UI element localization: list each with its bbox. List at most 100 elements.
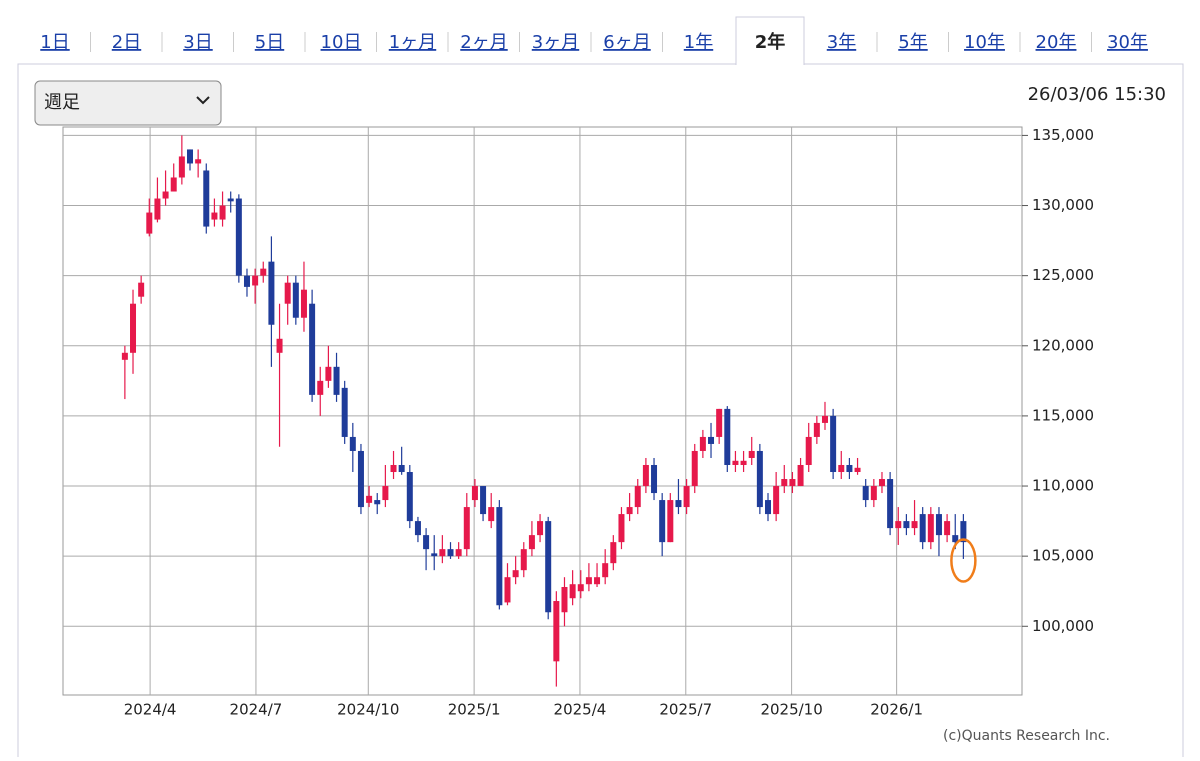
tab[interactable]: 1日 [40, 32, 69, 53]
candle-body [944, 521, 951, 536]
y-tick-label: 100,000 [1032, 617, 1094, 635]
candle-body [699, 436, 706, 451]
candle-body [390, 464, 397, 473]
tab[interactable]: 5日 [255, 32, 284, 53]
candle-body [227, 198, 234, 202]
x-tick-label: 2025/1 [448, 701, 501, 719]
candle-body [838, 464, 845, 473]
candle-body [520, 549, 527, 571]
candle-body [186, 149, 193, 164]
candle-body [626, 507, 633, 515]
candle-body [357, 450, 364, 508]
candle-body [610, 542, 617, 564]
candle-body [683, 486, 690, 508]
candle-body [317, 380, 324, 395]
candle-body [414, 521, 421, 536]
candle-body [309, 303, 316, 395]
tab[interactable]: 1ヶ月 [389, 32, 436, 53]
candle-body [732, 460, 739, 465]
candle-body [463, 507, 470, 550]
candle-body [512, 570, 519, 578]
y-tick-label: 105,000 [1032, 547, 1094, 565]
candle-body [252, 275, 259, 286]
candle-body [821, 415, 828, 423]
candle-body [195, 159, 202, 164]
candle-body [569, 584, 576, 599]
candle-body [219, 205, 226, 220]
x-tick-label: 2024/7 [230, 701, 283, 719]
candle-body [146, 212, 153, 234]
candle-body [789, 479, 796, 487]
tab[interactable]: 2年 [755, 31, 786, 53]
candle-body [960, 521, 967, 543]
tab[interactable]: 3日 [183, 32, 212, 53]
y-tick-label: 125,000 [1032, 266, 1094, 284]
candle-body [675, 500, 682, 508]
candle-body [471, 486, 478, 501]
candle-body [561, 587, 568, 613]
candle-body [813, 422, 820, 437]
period-select[interactable] [34, 80, 222, 126]
candle-body [805, 436, 812, 465]
candle-body [382, 486, 389, 501]
candle-body [260, 268, 267, 276]
tab[interactable]: 5年 [898, 32, 927, 53]
candle-body [480, 486, 487, 515]
candle-body [854, 467, 861, 473]
candle-body [903, 521, 910, 529]
candle-body [325, 366, 332, 381]
candle-body [602, 563, 609, 578]
candle-body [659, 500, 666, 543]
timestamp: 26/03/06 15:30 [1028, 84, 1166, 105]
candle-body [243, 275, 250, 287]
candle-body [756, 450, 763, 508]
candle-body [667, 500, 674, 543]
candle-body [447, 549, 454, 557]
copyright: (c)Quants Research Inc. [943, 728, 1110, 744]
candle-body [740, 460, 747, 465]
x-tick-label: 2026/1 [870, 701, 923, 719]
candle-body [781, 479, 788, 487]
candle-body [439, 549, 446, 557]
plot: 100,000 105,000 110,000 115,000 120,000 125,0… [62, 126, 1094, 719]
candle-body [211, 212, 218, 220]
candle-body [887, 479, 894, 529]
tab[interactable]: 20年 [1036, 32, 1077, 53]
candle-body [130, 303, 137, 353]
tab[interactable]: 2ヶ月 [460, 32, 507, 53]
y-tick-label: 115,000 [1032, 406, 1094, 424]
candle-body [862, 486, 869, 501]
candle-body [203, 170, 210, 227]
candle-body [423, 535, 430, 550]
tab[interactable]: 1年 [684, 32, 713, 53]
y-tick-label: 110,000 [1032, 477, 1094, 495]
tab[interactable]: 3年 [827, 32, 856, 53]
candle-body [431, 553, 438, 557]
tab[interactable]: 10日 [321, 32, 362, 53]
candle-body [162, 191, 169, 199]
candle-body [284, 282, 291, 304]
candle-body [618, 514, 625, 543]
x-tick-label: 2024/4 [124, 701, 177, 719]
candle-body [935, 514, 942, 536]
candle-body [577, 584, 584, 592]
candle-body [846, 464, 853, 473]
candle-body [178, 156, 185, 178]
tab-bar: 1日 2日 3日 5日 10日 1ヶ月 2ヶ月 3ヶ月 6ヶ月 1年 2年 3年 5年 10年 20年 30年 [40, 16, 1148, 65]
candle-body [455, 549, 462, 557]
candle-body [870, 486, 877, 501]
x-tick-label: 2025/10 [760, 701, 822, 719]
candle-body [765, 500, 772, 515]
tab[interactable]: 6ヶ月 [603, 32, 650, 53]
candle-body [366, 495, 373, 503]
tab[interactable]: 2日 [112, 32, 141, 53]
candle-body [349, 436, 356, 451]
candle-body [553, 601, 560, 662]
candle-body [585, 577, 592, 585]
tab[interactable]: 30年 [1107, 32, 1148, 53]
candle-body [406, 472, 413, 522]
tab[interactable]: 3ヶ月 [532, 32, 579, 53]
candle-body [268, 261, 275, 325]
tab[interactable]: 10年 [964, 32, 1005, 53]
